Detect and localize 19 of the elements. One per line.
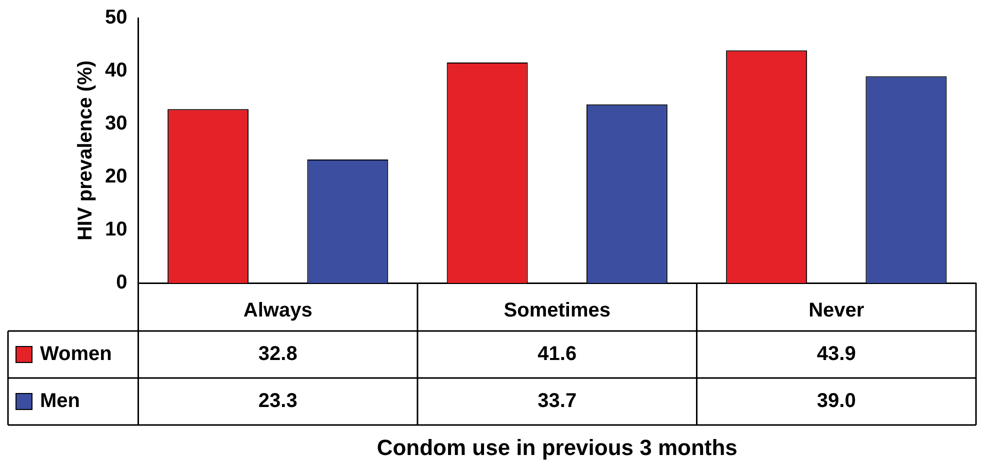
data-label: 43.9 [816, 343, 856, 366]
data-label: 33.7 [538, 390, 577, 412]
data-label: 41.6 [538, 343, 577, 366]
text: Condom use in previous 3 months [376, 435, 738, 460]
data-label: 39.0 [816, 390, 856, 412]
legend-label: Women [40, 343, 112, 366]
data-label: 32.8 [258, 343, 298, 366]
data-label: 23.3 [258, 390, 298, 412]
legend-label: Men [40, 390, 80, 412]
y-tick-label: 50 [104, 6, 128, 29]
y-axis-title: HIV prevalence (%) [74, 60, 97, 241]
y-tick-label: 20 [104, 166, 128, 188]
x-tick-label: Sometimes [504, 300, 610, 322]
x-tick-label: Never [808, 300, 864, 322]
y-tick-label: 0 [116, 272, 128, 294]
y-tick-label: 40 [104, 60, 128, 82]
y-tick-label: 30 [104, 112, 128, 135]
x-tick-label: Always [243, 300, 312, 322]
y-tick-label: 10 [104, 218, 128, 241]
